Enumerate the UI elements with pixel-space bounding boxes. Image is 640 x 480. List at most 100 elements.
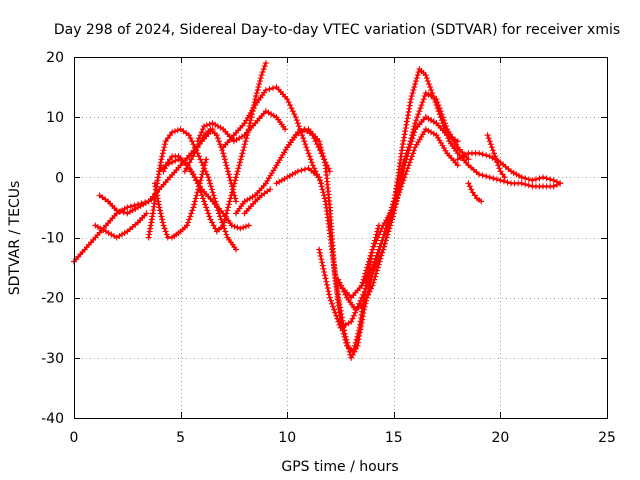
data-point bbox=[392, 198, 399, 205]
data-point bbox=[497, 177, 504, 184]
data-point bbox=[319, 153, 326, 160]
data-point bbox=[262, 60, 269, 67]
data-point bbox=[375, 246, 382, 253]
data-point bbox=[321, 268, 328, 275]
data-point bbox=[547, 176, 554, 183]
data-point bbox=[197, 132, 204, 139]
data-point bbox=[360, 309, 367, 316]
data-point bbox=[320, 265, 327, 272]
data-point bbox=[367, 252, 374, 259]
data-point bbox=[193, 177, 200, 184]
data-point bbox=[468, 186, 475, 193]
x-tick-label: 20 bbox=[491, 430, 509, 446]
data-point bbox=[359, 313, 366, 320]
data-point bbox=[257, 78, 264, 85]
data-point bbox=[403, 168, 410, 175]
data-point bbox=[423, 75, 430, 82]
data-point bbox=[436, 111, 443, 118]
data-point bbox=[471, 192, 478, 199]
data-point bbox=[416, 108, 423, 115]
data-point bbox=[189, 171, 196, 178]
data-point bbox=[318, 183, 325, 190]
data-point bbox=[403, 121, 410, 128]
data-point bbox=[425, 81, 432, 88]
data-point bbox=[334, 315, 341, 322]
data-point bbox=[156, 204, 163, 211]
data-point bbox=[396, 189, 403, 196]
series-track bbox=[233, 126, 382, 355]
data-point bbox=[401, 131, 408, 138]
data-point bbox=[404, 115, 411, 122]
data-point bbox=[407, 156, 414, 163]
data-point bbox=[161, 225, 168, 232]
x-tick-label: 0 bbox=[70, 430, 79, 446]
data-point bbox=[439, 120, 446, 127]
data-point bbox=[376, 231, 383, 238]
data-point bbox=[235, 165, 242, 172]
data-point bbox=[412, 78, 419, 85]
data-point bbox=[525, 176, 532, 183]
data-point bbox=[174, 127, 181, 134]
data-point bbox=[287, 102, 294, 109]
data-point bbox=[209, 219, 216, 226]
grid bbox=[74, 57, 607, 418]
data-point bbox=[257, 75, 264, 82]
data-point bbox=[178, 157, 185, 164]
data-point bbox=[386, 216, 393, 223]
data-point bbox=[269, 85, 276, 92]
data-point bbox=[522, 175, 529, 182]
data-point bbox=[186, 216, 193, 223]
data-point bbox=[401, 174, 408, 181]
data-point bbox=[418, 102, 425, 109]
data-point bbox=[169, 129, 176, 136]
data-point bbox=[479, 151, 486, 158]
data-point bbox=[195, 135, 202, 142]
data-point bbox=[324, 285, 331, 292]
data-point bbox=[342, 333, 349, 340]
data-point bbox=[333, 312, 340, 319]
data-point bbox=[188, 168, 195, 175]
data-point bbox=[407, 99, 414, 106]
data-point bbox=[483, 173, 490, 180]
data-point bbox=[430, 93, 437, 100]
x-axis-label: GPS time / hours bbox=[281, 459, 398, 475]
data-point bbox=[431, 96, 438, 103]
data-point bbox=[465, 156, 472, 163]
data-point bbox=[293, 117, 300, 124]
data-point bbox=[240, 224, 247, 231]
data-point bbox=[164, 135, 171, 142]
data-point bbox=[319, 186, 326, 193]
data-point bbox=[309, 132, 316, 139]
data-point bbox=[428, 87, 435, 94]
data-point bbox=[304, 147, 311, 154]
data-point bbox=[345, 345, 352, 352]
y-tick-label: -20 bbox=[41, 291, 64, 307]
data-point bbox=[444, 132, 451, 139]
data-point bbox=[550, 177, 557, 184]
data-point bbox=[299, 132, 306, 139]
data-point bbox=[349, 351, 356, 358]
data-point bbox=[369, 264, 376, 271]
data-point bbox=[415, 111, 422, 118]
data-point bbox=[476, 171, 483, 178]
data-point bbox=[206, 213, 213, 220]
data-point bbox=[229, 183, 236, 190]
data-point bbox=[322, 159, 329, 166]
data-point bbox=[228, 222, 235, 229]
data-point bbox=[500, 178, 507, 185]
data-point bbox=[330, 303, 337, 310]
data-point bbox=[398, 183, 405, 190]
data-point bbox=[225, 171, 232, 178]
data-point bbox=[409, 90, 416, 97]
data-point bbox=[316, 177, 323, 184]
data-point bbox=[445, 135, 452, 142]
data-point bbox=[316, 174, 323, 181]
series-track bbox=[156, 60, 269, 235]
data-point bbox=[199, 126, 206, 133]
data-point bbox=[172, 157, 179, 164]
data-point bbox=[501, 174, 508, 181]
data-point bbox=[344, 342, 351, 349]
data-point bbox=[191, 201, 198, 208]
data-point bbox=[413, 75, 420, 82]
data-point bbox=[158, 213, 165, 220]
